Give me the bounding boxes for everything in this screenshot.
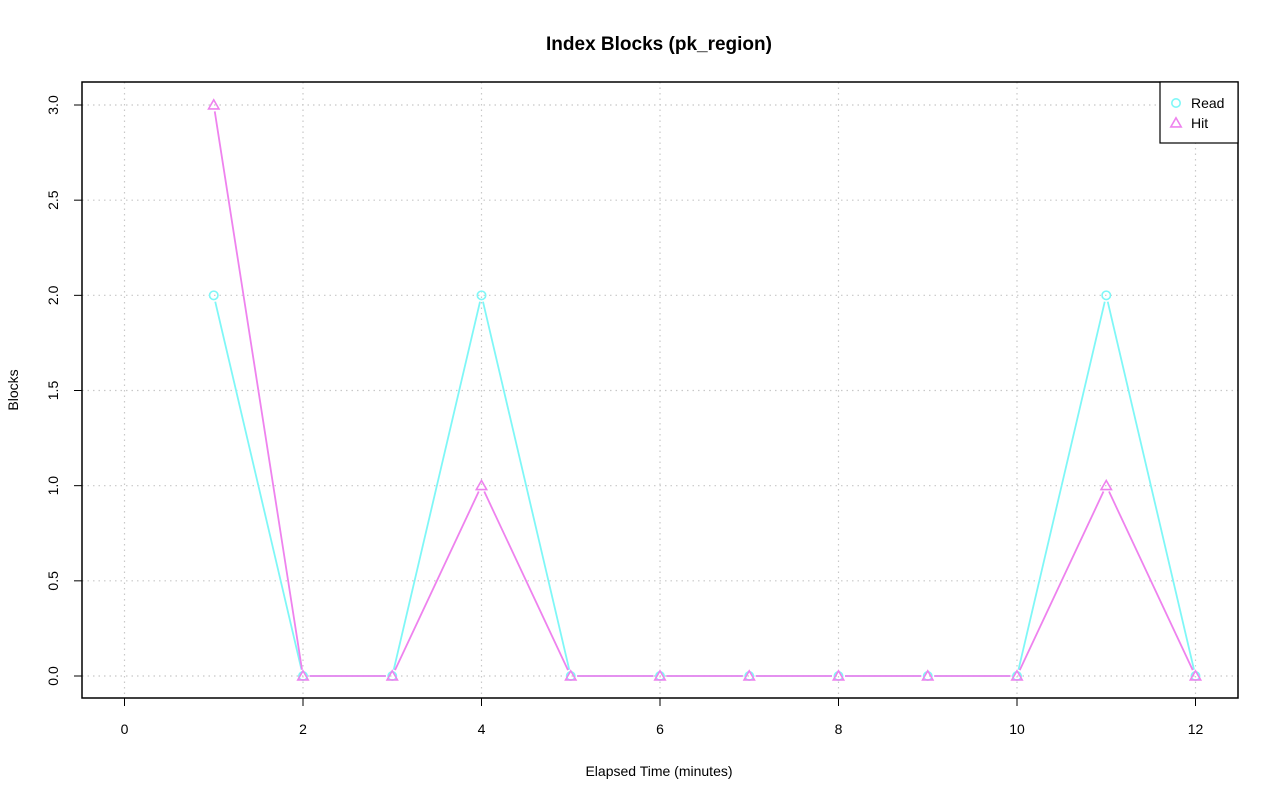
x-tick-label: 10 bbox=[1009, 721, 1025, 737]
y-tick-label: 1.5 bbox=[45, 381, 61, 401]
x-axis: 0 2 4 6 8 10 12 bbox=[121, 697, 1204, 737]
chart-title: Index Blocks (pk_region) bbox=[546, 34, 772, 55]
x-tick-label: 2 bbox=[299, 721, 307, 737]
legend: Read Hit bbox=[1159, 81, 1239, 144]
series-hit bbox=[207, 98, 1203, 681]
series-segment bbox=[482, 301, 571, 670]
series-segment bbox=[394, 491, 480, 671]
series-segment bbox=[1108, 491, 1194, 671]
data-point bbox=[1099, 478, 1113, 491]
data-point bbox=[296, 669, 310, 681]
data-point bbox=[1101, 290, 1112, 301]
data-point bbox=[476, 290, 487, 301]
y-tick-label: 0.5 bbox=[45, 571, 61, 591]
grid bbox=[82, 82, 1238, 698]
series-segment bbox=[213, 111, 303, 670]
data-point bbox=[207, 98, 221, 110]
y-axis-label: Blocks bbox=[5, 369, 21, 410]
series-segment bbox=[392, 301, 481, 670]
y-tick-label: 0.0 bbox=[45, 666, 61, 686]
data-point bbox=[474, 478, 489, 491]
y-tick-label: 1.0 bbox=[45, 476, 61, 496]
data-point bbox=[653, 669, 667, 681]
legend-label: Hit bbox=[1191, 115, 1208, 131]
x-tick-label: 12 bbox=[1188, 721, 1204, 737]
y-axis: 0.0 0.5 1.0 1.5 2.0 2.5 3.0 bbox=[45, 95, 83, 686]
series-segment bbox=[1106, 301, 1195, 670]
legend-marker-circle bbox=[1171, 98, 1182, 109]
y-tick-label: 2.5 bbox=[45, 190, 61, 210]
x-tick-label: 6 bbox=[656, 721, 664, 737]
x-tick-label: 8 bbox=[835, 721, 843, 737]
x-tick-label: 4 bbox=[478, 721, 486, 737]
legend-marker-triangle bbox=[1169, 116, 1183, 128]
y-tick-label: 3.0 bbox=[45, 95, 61, 115]
data-point bbox=[1010, 669, 1024, 681]
data-point bbox=[564, 669, 578, 681]
series-segment bbox=[1018, 491, 1105, 671]
y-tick-label: 2.0 bbox=[45, 285, 61, 305]
plot-area bbox=[207, 98, 1203, 681]
data-point bbox=[385, 669, 399, 681]
legend-label: Read bbox=[1191, 95, 1224, 111]
series-segment bbox=[483, 491, 569, 671]
series-segment bbox=[214, 301, 303, 670]
legend-box bbox=[1159, 81, 1239, 144]
series-segment bbox=[1017, 301, 1106, 670]
x-axis-label: Elapsed Time (minutes) bbox=[585, 763, 732, 779]
data-point bbox=[1188, 669, 1203, 681]
data-point bbox=[831, 669, 846, 681]
x-tick-label: 0 bbox=[121, 721, 129, 737]
data-point bbox=[921, 669, 935, 681]
data-point bbox=[208, 290, 219, 301]
data-point bbox=[742, 669, 756, 681]
